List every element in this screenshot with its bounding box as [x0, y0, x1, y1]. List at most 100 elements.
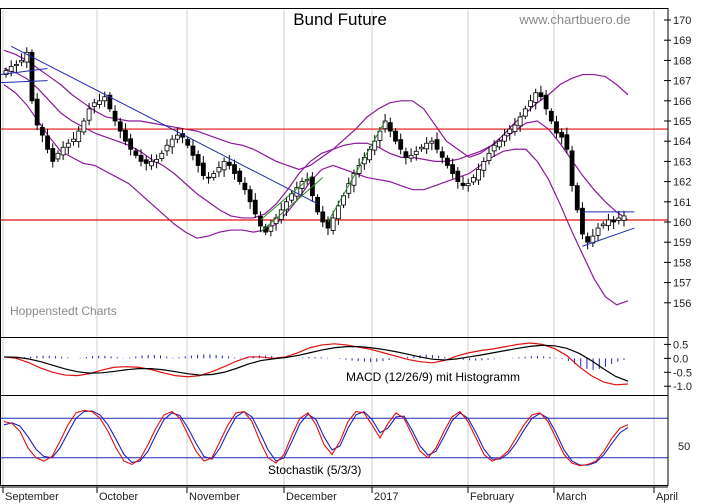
candle-body [403, 151, 409, 158]
sto-frame [0, 395, 669, 486]
candle [517, 111, 523, 132]
candle [335, 200, 341, 225]
candle [242, 177, 248, 195]
candle [13, 60, 19, 73]
candle [164, 139, 170, 156]
x-tick-label: April [656, 491, 678, 503]
candle [190, 139, 196, 161]
candle-body [413, 150, 419, 155]
candle [86, 102, 92, 126]
y-tick-label: 167 [673, 76, 691, 88]
candle [211, 170, 217, 181]
candle-body [424, 142, 430, 150]
candle-body [335, 205, 341, 220]
candle-body [580, 207, 585, 235]
candle [445, 155, 450, 169]
candle-body [528, 100, 533, 107]
candle-body [491, 144, 497, 152]
candle-body [419, 146, 424, 150]
candle-body [164, 144, 170, 152]
candle-body [3, 70, 9, 75]
candle-body [517, 116, 523, 127]
candle-body [507, 128, 513, 134]
candle [439, 146, 445, 164]
x-tick-label: 2017 [374, 491, 398, 503]
candle [502, 129, 507, 147]
price-panel [0, 45, 668, 306]
y-tick-label: 156 [673, 298, 691, 310]
candle-body [548, 110, 554, 122]
candle [585, 232, 591, 250]
short-trend-line [0, 67, 48, 76]
channel-line [260, 175, 313, 221]
candle-body [138, 154, 144, 162]
candle-body [434, 139, 440, 150]
candle-body [460, 182, 466, 187]
candle [252, 193, 258, 218]
channel-line [327, 120, 386, 223]
candle [180, 128, 185, 144]
candle-body [585, 236, 591, 243]
candle [226, 155, 232, 170]
candle-body [13, 64, 19, 67]
candle-body [159, 152, 165, 159]
candle [403, 147, 409, 165]
candle-body [268, 225, 274, 232]
y-tick-label: 159 [673, 237, 691, 249]
candle-body [107, 94, 113, 110]
y-tick-label: 166 [673, 96, 691, 108]
bollinger-upper-band [3, 49, 629, 171]
candle-body [450, 164, 456, 174]
candle [315, 194, 320, 215]
candle [621, 210, 627, 227]
downtrend-line [10, 45, 318, 205]
candle-body [34, 98, 40, 126]
candle [564, 127, 570, 154]
candle [200, 155, 206, 180]
candle [237, 168, 243, 185]
candle [569, 145, 575, 192]
candle-body [117, 121, 123, 132]
y-tick-label: 161 [673, 197, 691, 209]
candle-body [315, 196, 320, 213]
candle-body [185, 139, 191, 146]
candle [185, 136, 191, 149]
candle [574, 182, 580, 213]
candle-body [382, 120, 388, 130]
macd-frame [0, 337, 669, 396]
macd-y-tick-label: 0.5 [673, 339, 688, 351]
candle-body [606, 219, 611, 227]
triangle-support-line [582, 227, 635, 247]
candle [50, 143, 56, 168]
candle [424, 137, 430, 154]
channel-line [260, 177, 324, 233]
candle-body [569, 150, 575, 187]
source-note: Hoppenstedt Charts [10, 304, 117, 318]
candle [29, 49, 35, 104]
y-tick-label: 162 [673, 177, 691, 189]
candle-body [39, 127, 45, 136]
candle [491, 140, 497, 157]
stochastic-panel [0, 409, 668, 467]
stochastic-label: Stochastik (5/3/3) [268, 463, 361, 477]
candle-body [429, 140, 435, 144]
macd-label: MACD (12/26/9) mit Histogramm [346, 370, 520, 384]
candle-body [278, 209, 284, 220]
candle [76, 126, 82, 148]
y-tick-label: 160 [673, 217, 691, 229]
candle-body [97, 100, 102, 105]
candle-body [533, 92, 539, 103]
candle-body [247, 189, 253, 203]
candle [195, 150, 201, 173]
candle-body [169, 138, 175, 148]
candle [216, 161, 222, 177]
candle-body [621, 215, 627, 221]
candle-body [481, 160, 487, 171]
candle [128, 133, 134, 156]
candle [616, 210, 622, 225]
candle-body [24, 51, 30, 63]
candle-body [91, 102, 97, 107]
candle-body [470, 177, 476, 183]
candle [34, 93, 40, 131]
